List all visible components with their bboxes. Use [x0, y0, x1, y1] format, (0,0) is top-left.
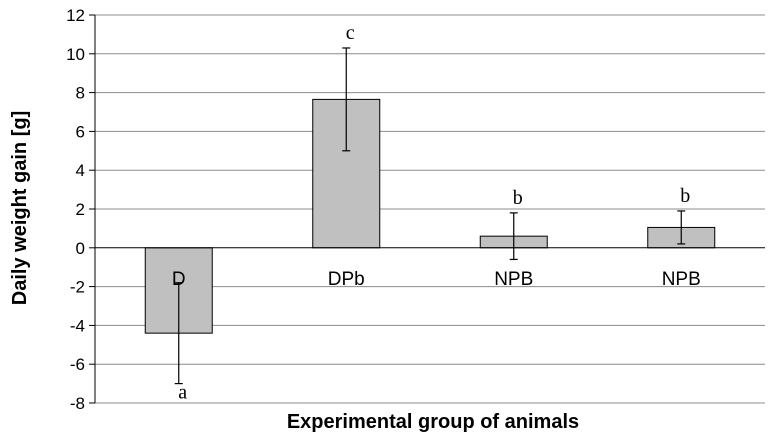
y-tick-label: -4 — [70, 316, 85, 335]
category-label: D — [172, 269, 186, 290]
bars — [144, 98, 716, 334]
significance-label: b — [680, 185, 690, 207]
y-tick-label: -6 — [70, 355, 85, 374]
category-label: DPb — [328, 269, 365, 290]
significance-label: a — [178, 382, 187, 404]
category-label: NPB — [662, 269, 701, 290]
x-axis-title: Experimental group of animals — [287, 411, 579, 433]
labels: -8 -6 -4 -2 0 2 4 6 8 10 12 a Dc DPb b NPB b NPB — [66, 6, 701, 413]
axes — [89, 14, 765, 404]
y-tick-label: 4 — [76, 161, 85, 180]
significance-label: b — [513, 187, 523, 209]
y-tick-label: 10 — [66, 45, 85, 64]
significance-label: c — [346, 22, 355, 44]
y-axis-title: Daily weight gain [g] — [9, 111, 31, 305]
gridlines — [95, 14, 765, 404]
y-tick-label: 0 — [76, 239, 85, 258]
y-tick-label: -8 — [70, 394, 85, 413]
y-tick-label: 6 — [76, 122, 85, 141]
y-tick-label: 8 — [76, 84, 85, 103]
y-tick-label: 2 — [76, 200, 85, 219]
category-label: NPB — [494, 269, 533, 290]
error-bars — [174, 47, 686, 385]
y-tick-label: 12 — [66, 6, 85, 25]
y-tick-label: -2 — [70, 278, 85, 297]
